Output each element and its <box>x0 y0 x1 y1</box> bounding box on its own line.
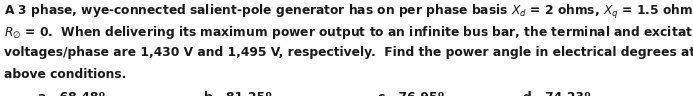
Text: c.  76.95º: c. 76.95º <box>378 91 444 96</box>
Text: A 3 phase, wye-connected salient-pole generator has on per phase basis $X_d$ = 2: A 3 phase, wye-connected salient-pole ge… <box>4 3 693 21</box>
Text: d.  74.23º: d. 74.23º <box>523 91 591 96</box>
Text: voltages/phase are 1,430 V and 1,495 V, respectively.  Find the power angle in e: voltages/phase are 1,430 V and 1,495 V, … <box>4 46 693 59</box>
Text: above conditions.: above conditions. <box>4 68 127 81</box>
Text: $R_\varnothing$ = 0.  When delivering its maximum power output to an infinite bu: $R_\varnothing$ = 0. When delivering its… <box>4 24 693 41</box>
Text: b.  81.25º: b. 81.25º <box>204 91 272 96</box>
Text: a.  68.48º: a. 68.48º <box>38 91 105 96</box>
